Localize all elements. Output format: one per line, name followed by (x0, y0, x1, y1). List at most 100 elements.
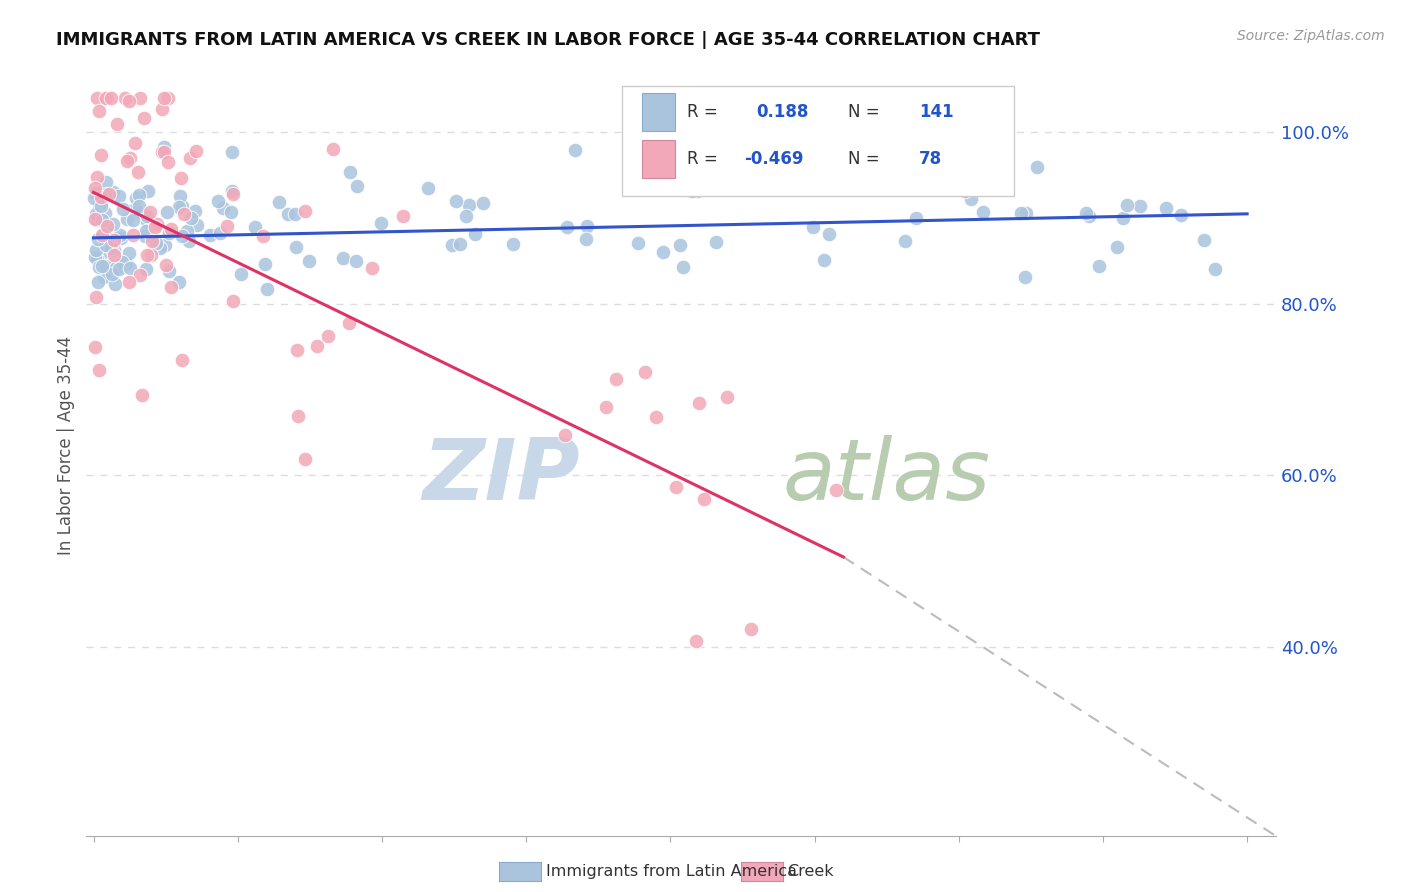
Point (294, 452, 316, 467)
Text: N =: N = (848, 150, 884, 168)
Point (221, 204, 243, 219)
Point (160, 222, 183, 236)
Point (801, 220, 824, 235)
Point (94, 205, 117, 219)
Point (464, 227, 486, 241)
Point (94, 187, 117, 202)
Point (124, 136, 146, 151)
Point (1204, 261, 1226, 276)
Point (685, 184, 707, 198)
Point (222, 294, 245, 309)
Point (160, 280, 183, 294)
Point (136, 209, 159, 223)
Point (155, 258, 177, 272)
Point (207, 194, 229, 208)
Point (457, 198, 479, 212)
Point (472, 195, 495, 210)
Point (117, 246, 139, 260)
Text: N =: N = (848, 103, 884, 121)
Point (449, 236, 471, 251)
Point (132, 111, 155, 125)
Point (103, 233, 125, 247)
Point (575, 219, 598, 233)
Point (1076, 206, 1098, 220)
Point (146, 217, 169, 231)
Point (170, 170, 193, 185)
Text: Creek: Creek (787, 864, 834, 879)
Point (693, 491, 716, 506)
Point (87, 232, 110, 246)
Point (960, 192, 983, 206)
Text: 0.188: 0.188 (756, 103, 808, 121)
Point (316, 328, 339, 343)
Point (1170, 208, 1192, 222)
Point (173, 207, 195, 221)
Point (1015, 205, 1038, 219)
Point (84, 243, 107, 257)
Point (1014, 269, 1036, 284)
Point (253, 257, 276, 271)
Point (555, 220, 578, 235)
Point (1026, 161, 1049, 175)
Point (172, 353, 194, 368)
Point (1078, 209, 1101, 223)
Point (87, 276, 110, 290)
Point (564, 143, 586, 157)
Point (153, 237, 176, 252)
Point (127, 164, 149, 178)
Point (89, 260, 111, 274)
Point (172, 228, 194, 243)
Point (818, 227, 841, 241)
Point (96, 91, 118, 105)
Point (370, 217, 392, 231)
Point (114, 91, 136, 105)
Point (634, 365, 657, 379)
Point (685, 633, 707, 648)
Point (554, 428, 576, 442)
Point (339, 165, 361, 179)
Point (125, 191, 148, 205)
Point (256, 282, 278, 296)
Point (605, 372, 627, 386)
Text: Source: ZipAtlas.com: Source: ZipAtlas.com (1237, 29, 1385, 43)
Point (441, 238, 464, 252)
Point (90, 212, 112, 227)
Point (277, 206, 299, 220)
Point (128, 268, 150, 282)
Point (135, 214, 157, 228)
Point (139, 248, 162, 262)
Point (221, 184, 243, 198)
Point (298, 254, 321, 268)
Point (105, 117, 128, 131)
Point (416, 180, 439, 194)
Point (108, 261, 131, 276)
Point (252, 228, 274, 243)
Point (1105, 240, 1128, 254)
Point (87, 103, 110, 118)
Point (645, 410, 668, 425)
Point (83, 191, 105, 205)
Point (83, 250, 105, 264)
Point (179, 151, 201, 165)
Point (90, 199, 112, 213)
Point (681, 184, 703, 198)
Point (167, 201, 190, 215)
Point (136, 184, 159, 198)
Point (145, 236, 167, 251)
Point (627, 236, 650, 251)
Point (86, 289, 108, 303)
Point (121, 227, 143, 242)
Point (502, 236, 524, 251)
Point (212, 201, 235, 215)
Point (704, 235, 727, 250)
Point (180, 211, 202, 226)
Point (87, 196, 110, 211)
Text: 141: 141 (920, 103, 953, 121)
Point (135, 224, 157, 238)
Point (103, 256, 125, 270)
Point (1010, 206, 1032, 220)
Point (221, 145, 243, 160)
Point (104, 277, 127, 292)
Point (91, 186, 114, 200)
Point (83, 181, 105, 195)
